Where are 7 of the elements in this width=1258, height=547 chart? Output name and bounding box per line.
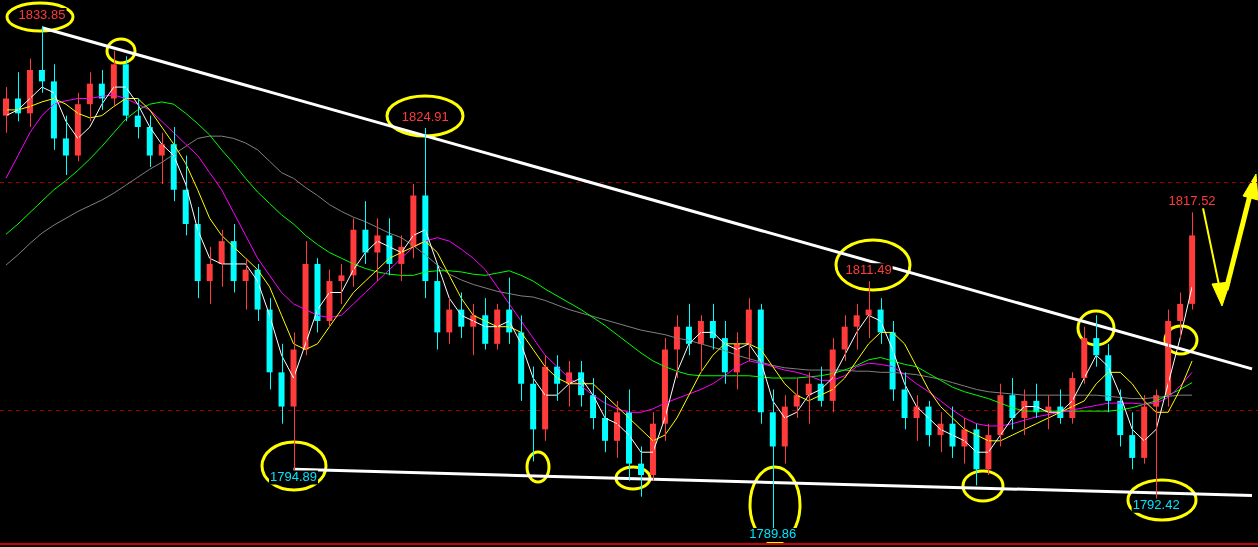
annotation: 1794.89 xyxy=(270,468,318,484)
annotation: 1789.86 xyxy=(749,526,797,542)
annotation: 1792.42 xyxy=(1132,496,1180,512)
annotation: 1833.85 xyxy=(18,7,66,23)
annotation: 1811.49 xyxy=(845,262,892,278)
annotation: 1817.52 xyxy=(1168,193,1216,209)
annotation: 1824.91 xyxy=(401,109,449,125)
